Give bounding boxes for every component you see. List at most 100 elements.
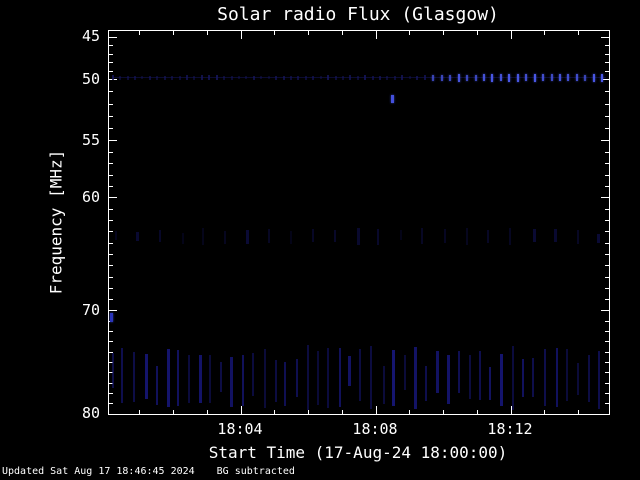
flux-dash-bright bbox=[466, 74, 469, 81]
y-minor-tick bbox=[605, 45, 609, 47]
rfi-stripe bbox=[377, 228, 380, 245]
y-major-tick bbox=[601, 310, 609, 312]
y-minor-tick bbox=[109, 128, 113, 130]
rfi-stripe bbox=[468, 355, 471, 399]
rfi-stripe bbox=[532, 358, 535, 398]
y-minor-tick bbox=[605, 265, 609, 267]
rfi-stripe bbox=[338, 347, 341, 408]
rfi-stripe bbox=[479, 350, 482, 401]
rfi-stripe bbox=[447, 354, 451, 405]
rfi-stripe bbox=[274, 360, 277, 402]
y-minor-tick bbox=[605, 103, 609, 105]
rfi-stripe bbox=[132, 352, 135, 402]
flux-dash-faint bbox=[371, 75, 374, 80]
y-minor-tick bbox=[605, 351, 609, 353]
rfi-stripe bbox=[159, 230, 162, 242]
rfi-stripe bbox=[403, 355, 406, 390]
flux-dash-faint bbox=[289, 75, 292, 80]
rfi-stripe bbox=[115, 231, 118, 240]
rfi-stripe bbox=[370, 346, 373, 409]
rfi-stripe bbox=[555, 347, 558, 408]
rfi-stripe bbox=[252, 352, 255, 397]
rfi-stripe bbox=[487, 230, 490, 243]
flux-dash-bright bbox=[449, 74, 452, 81]
rfi-stripe bbox=[500, 353, 504, 406]
rfi-stripe bbox=[413, 346, 417, 409]
y-minor-tick bbox=[109, 299, 113, 301]
rfi-stripe bbox=[596, 233, 600, 243]
y-minor-tick bbox=[605, 220, 609, 222]
y-minor-tick bbox=[109, 62, 113, 64]
y-major-tick bbox=[109, 140, 117, 142]
flux-dash-bright bbox=[601, 73, 604, 82]
footer-note: BG subtracted bbox=[216, 466, 295, 477]
x-minor-tick bbox=[443, 410, 444, 414]
x-tick-label: 18:12 bbox=[487, 420, 533, 438]
rfi-stripe bbox=[435, 351, 439, 393]
x-major-tick bbox=[240, 31, 242, 39]
y-minor-tick bbox=[109, 115, 113, 117]
y-minor-tick bbox=[605, 163, 609, 165]
rfi-stripe bbox=[230, 356, 234, 407]
y-minor-tick bbox=[109, 70, 113, 72]
rfi-stripe bbox=[242, 355, 245, 407]
flux-dash-bright bbox=[440, 74, 443, 81]
flux-dash-bright bbox=[542, 74, 545, 82]
plot-area bbox=[108, 30, 610, 415]
x-minor-tick bbox=[544, 31, 546, 35]
y-minor-tick bbox=[605, 287, 609, 289]
y-tick-label: 50 bbox=[81, 69, 100, 88]
x-minor-tick bbox=[476, 410, 478, 414]
flux-dash-faint bbox=[126, 75, 129, 80]
y-minor-tick bbox=[109, 231, 113, 233]
flux-dash-bright bbox=[550, 74, 553, 82]
rfi-stripe bbox=[359, 348, 362, 401]
y-minor-tick bbox=[605, 299, 609, 301]
y-minor-tick bbox=[109, 341, 113, 343]
flux-dash-bright bbox=[567, 74, 570, 82]
rfi-stripe bbox=[333, 229, 336, 242]
x-minor-tick bbox=[139, 31, 141, 35]
flux-dash-faint bbox=[223, 75, 226, 80]
rfi-stripe bbox=[263, 348, 266, 409]
flux-dash-faint bbox=[171, 75, 174, 80]
flux-dash-bright bbox=[432, 74, 435, 81]
rfi-stripe bbox=[267, 228, 270, 243]
flux-dash-faint bbox=[334, 75, 337, 80]
rfi-stripe bbox=[489, 366, 492, 400]
rfi-stripe bbox=[566, 348, 569, 401]
flux-dash-bright bbox=[508, 73, 511, 82]
flux-dash-faint bbox=[148, 75, 151, 80]
flux-dash-faint bbox=[275, 75, 278, 80]
rfi-stripe bbox=[284, 361, 287, 407]
x-minor-tick bbox=[308, 31, 309, 35]
flux-dash-faint bbox=[111, 75, 114, 81]
flux-dash-faint bbox=[186, 75, 188, 81]
y-minor-tick bbox=[605, 91, 609, 93]
rfi-stripe bbox=[317, 350, 320, 406]
rfi-stripe bbox=[425, 365, 428, 402]
chart-title: Solar radio Flux (Glasgow) bbox=[217, 4, 499, 25]
flux-dash-faint bbox=[393, 75, 396, 80]
x-tick-label: 18:04 bbox=[217, 420, 263, 438]
rfi-stripe bbox=[306, 345, 309, 410]
x-minor-tick bbox=[578, 31, 579, 35]
flux-dash-faint bbox=[141, 76, 144, 80]
y-minor-tick bbox=[605, 276, 609, 278]
rfi-stripe bbox=[391, 349, 395, 407]
flux-dash-faint bbox=[267, 76, 270, 80]
flux-dash-faint bbox=[349, 75, 352, 81]
rfi-stripe bbox=[577, 363, 580, 396]
rfi-stripe bbox=[219, 361, 222, 392]
rfi-stripe bbox=[136, 231, 140, 241]
y-minor-tick bbox=[109, 392, 113, 394]
y-minor-tick bbox=[109, 186, 113, 188]
rfi-stripe bbox=[465, 227, 468, 246]
flux-dash-faint bbox=[356, 75, 359, 80]
flux-dash-bright bbox=[584, 74, 587, 81]
y-major-tick bbox=[109, 36, 117, 38]
flux-dash-faint bbox=[386, 75, 389, 80]
flux-dash-faint bbox=[237, 76, 240, 80]
y-minor-tick bbox=[605, 174, 609, 176]
y-major-tick bbox=[109, 197, 117, 199]
